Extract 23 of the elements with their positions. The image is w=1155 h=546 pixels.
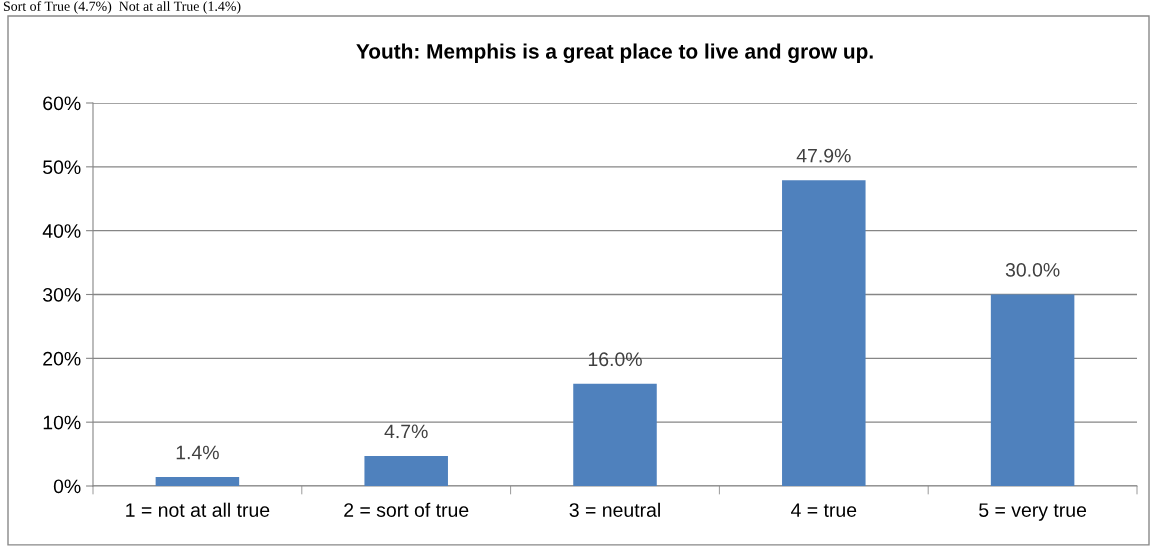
x-tick-label: 2 = sort of true xyxy=(344,502,469,517)
y-tick-label: 60% xyxy=(43,96,81,111)
bar xyxy=(155,477,240,486)
x-tick-label: 3 = neutral xyxy=(569,502,660,517)
bar xyxy=(573,383,657,486)
y-tick-label: 0% xyxy=(53,479,81,494)
y-tick-label: 10% xyxy=(43,415,81,430)
bar xyxy=(990,294,1075,486)
bar xyxy=(782,180,866,486)
data-label: 1.4% xyxy=(176,445,219,460)
x-tick-label: 4 = true xyxy=(791,503,857,517)
data-label: 4.7% xyxy=(384,424,428,439)
data-label: 30.0% xyxy=(1005,263,1060,277)
bar xyxy=(364,456,448,486)
text: Sort of True (4.7%) Not at all True (1.4%) xyxy=(3,1,241,14)
y-tick-label: 40% xyxy=(42,224,81,238)
y-tick-label: 20% xyxy=(43,351,81,366)
chart-title: Youth: Memphis is a great place to live and grow up. xyxy=(356,43,873,63)
x-tick-label: 1 = not at all true xyxy=(126,502,270,517)
x-tick-label: 5 = very true xyxy=(979,503,1087,521)
y-tick-label: 50% xyxy=(43,160,81,175)
data-label: 47.9% xyxy=(796,148,851,163)
y-tick-label: 30% xyxy=(43,287,81,302)
